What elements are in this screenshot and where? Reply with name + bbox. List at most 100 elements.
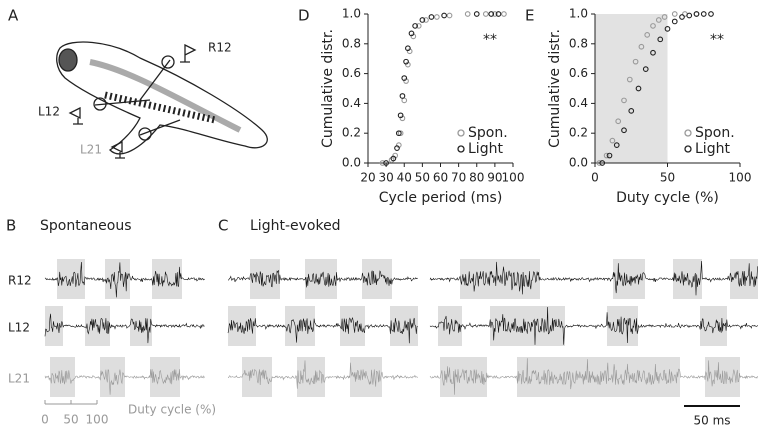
electrode-tip: [93, 97, 107, 111]
data-point: [415, 23, 422, 29]
data-point: [626, 76, 633, 83]
legend-marker: [684, 145, 692, 153]
x-tick-label: 40: [397, 171, 412, 185]
y-tick-label: 0.0: [569, 156, 588, 170]
trace: [44, 313, 205, 344]
legend-label: Light: [468, 141, 503, 157]
y-tick-label: 0.4: [342, 96, 361, 110]
trace: [429, 358, 758, 395]
y-tick-label: 0.0: [342, 156, 361, 170]
x-tick-label: 50: [415, 171, 430, 185]
data-point: [405, 45, 411, 52]
data-point: [609, 137, 616, 144]
data-point: [700, 11, 707, 17]
x-axis-label: Cycle period (ms): [379, 190, 503, 206]
data-point: [441, 12, 447, 19]
time-scale-label: 50 ms: [693, 414, 730, 428]
panel-title: Spontaneous: [40, 218, 132, 234]
data-point: [423, 17, 429, 23]
data-point: [671, 11, 678, 17]
data-point: [419, 17, 426, 23]
burst-box: [607, 306, 638, 346]
data-point: [403, 58, 409, 65]
x-tick-label: 100: [729, 171, 752, 185]
electrode-tip: [138, 127, 152, 141]
data-point: [642, 66, 649, 72]
amp-symbol: [110, 140, 125, 159]
data-point: [661, 14, 668, 20]
data-point: [464, 11, 471, 17]
data-point: [482, 11, 489, 17]
data-point: [401, 75, 408, 81]
fish-diagram: [56, 41, 268, 159]
y-tick-label: 1.0: [569, 7, 588, 21]
data-point: [655, 17, 662, 23]
y-tick-label: 0.8: [342, 36, 361, 50]
data-point: [606, 152, 613, 159]
annotation: **: [710, 32, 724, 48]
y-axis-label: Cumulative distr.: [320, 29, 336, 148]
data-point: [650, 49, 656, 56]
electrode: [94, 99, 151, 106]
fish-outline: [56, 41, 268, 155]
row-label: L21: [8, 372, 30, 386]
panel-letter: C: [218, 217, 228, 235]
panel-letter: B: [6, 217, 16, 235]
panel-letter: E: [525, 7, 534, 25]
data-point: [401, 97, 408, 104]
x-tick-label: 70: [451, 171, 466, 185]
panel-letter: A: [8, 7, 19, 25]
burst-box: [250, 259, 280, 299]
y-axis-label: Cumulative distr.: [547, 29, 563, 148]
trace: [44, 261, 205, 298]
data-point: [686, 12, 693, 19]
data-point: [446, 12, 453, 19]
data-point: [501, 11, 507, 17]
burst-box: [50, 357, 75, 397]
data-point: [395, 130, 402, 137]
x-tick-label: 80: [469, 171, 484, 185]
legend-label: Spon.: [695, 125, 735, 141]
data-point: [657, 36, 664, 43]
data-point: [379, 160, 386, 166]
eye: [58, 48, 78, 72]
spinal-cord: [89, 59, 242, 133]
trace: [227, 360, 418, 389]
x-tick-label: 60: [433, 171, 448, 185]
trace: [227, 316, 418, 344]
electrode-label: L21: [80, 143, 102, 157]
data-point: [394, 145, 400, 151]
panel-title: Light-evoked: [250, 218, 341, 234]
scale-label: 100: [86, 413, 109, 427]
legend-label: Spon.: [468, 125, 508, 141]
data-point: [693, 11, 700, 17]
amp-symbol: [68, 106, 83, 125]
data-point: [412, 23, 418, 29]
data-point: [650, 23, 656, 29]
data-point: [644, 32, 651, 38]
data-point: [628, 107, 635, 114]
y-tick-label: 0.8: [569, 36, 588, 50]
data-point: [488, 11, 495, 17]
legend-marker: [457, 129, 465, 137]
y-tick-label: 0.6: [342, 66, 361, 80]
data-point: [679, 14, 685, 20]
trace: [429, 306, 758, 345]
data-point: [495, 11, 502, 17]
row-label: L12: [8, 321, 30, 335]
electrode: [139, 119, 181, 136]
data-point: [635, 85, 642, 92]
y-tick-label: 0.2: [342, 126, 361, 140]
shaded-region: [595, 14, 668, 163]
x-tick-label: 0: [591, 171, 599, 185]
burst-box: [105, 259, 130, 299]
data-point: [613, 142, 620, 148]
x-tick-label: 90: [487, 171, 502, 185]
data-point: [603, 152, 610, 159]
legend-label: Light: [695, 141, 730, 157]
burst-box: [45, 306, 63, 346]
data-point: [434, 14, 440, 20]
data-point: [621, 97, 627, 104]
scale-title: Duty cycle (%): [128, 403, 216, 417]
